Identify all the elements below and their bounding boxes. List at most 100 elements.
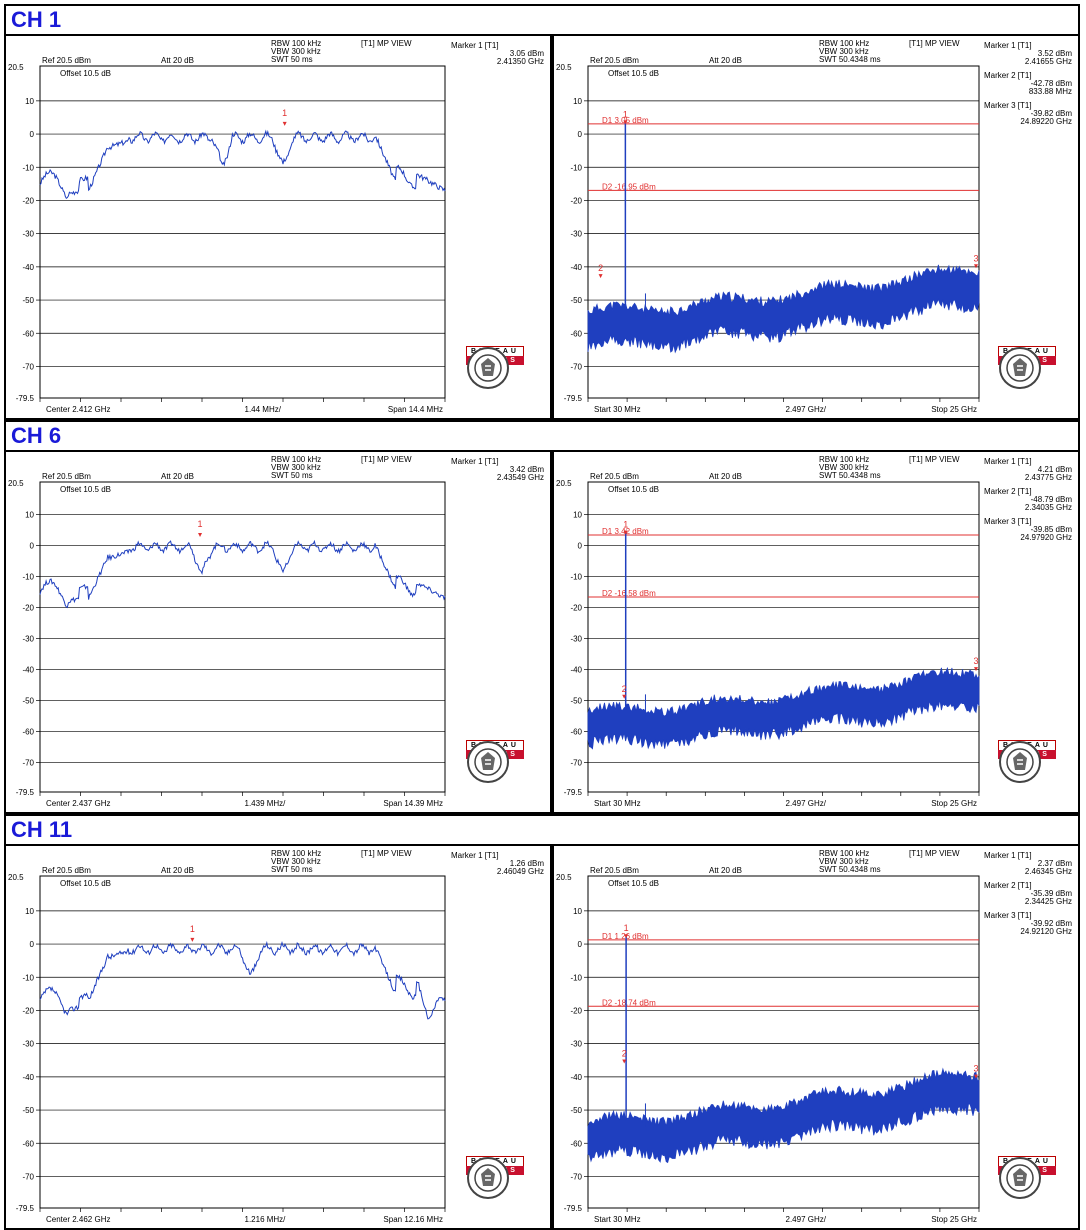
marker-value: -35.39 dBm: [1031, 889, 1073, 898]
offset-label: Offset 10.5 dB: [60, 879, 111, 888]
y-tick-label: -10: [570, 973, 582, 982]
marker-1-label: 1: [623, 519, 628, 529]
vbw-label: VBW 300 kHz: [271, 463, 321, 472]
marker-value: 2.41350 GHz: [497, 57, 544, 66]
marker-1-label: 1: [624, 923, 629, 933]
y-tick-label: -50: [22, 1106, 34, 1115]
vbw-label: VBW 300 kHz: [271, 857, 321, 866]
y-tick-label: -70: [570, 759, 582, 768]
swt-label: SWT 50 ms: [271, 865, 313, 874]
y-tick-label: -70: [570, 362, 582, 371]
y-tick-label: 10: [25, 511, 34, 520]
marker-header: Marker 3 [T1]: [984, 911, 1032, 920]
x-end-label: Stop 25 GHz: [931, 405, 977, 414]
y-tick-label: -60: [22, 329, 34, 338]
trace-mode-label: [T1] MP VIEW: [909, 455, 960, 464]
y-tick-label: -50: [570, 296, 582, 305]
rbw-label: RBW 100 kHz: [819, 849, 869, 858]
x-end-label: Stop 25 GHz: [931, 799, 977, 808]
ref-tick-label: 20.5: [556, 479, 572, 488]
attenuation-label: Att 20 dB: [709, 56, 742, 65]
y-tick-label: -79.5: [564, 1204, 583, 1213]
ref-level-label: Ref 20.5 dBm: [42, 472, 91, 481]
x-start-label: Start 30 MHz: [594, 1215, 641, 1224]
trace-mode-label: [T1] MP VIEW: [361, 39, 412, 48]
marker-value: 24.89220 GHz: [1020, 117, 1072, 126]
occupied-bandwidth-panel: RBW 100 kHz VBW 300 kHz SWT 50 ms [T1] MP V…: [4, 450, 552, 814]
x-start-label: Center 2.437 GHz: [46, 799, 110, 808]
marker-value: 2.46049 GHz: [497, 867, 544, 876]
marker-1-label: 1: [282, 108, 287, 118]
marker-value: 2.37 dBm: [1038, 859, 1073, 868]
bureau-veritas-seal-icon: [999, 741, 1041, 783]
marker-header: Marker 2 [T1]: [984, 487, 1032, 496]
x-end-label: Span 12.16 MHz: [383, 1215, 443, 1224]
marker-header: Marker 1 [T1]: [984, 457, 1032, 466]
trace-mode-label: [T1] MP VIEW: [361, 455, 412, 464]
offset-label: Offset 10.5 dB: [608, 485, 659, 494]
vbw-label: VBW 300 kHz: [819, 47, 869, 56]
marker-value: 24.97920 GHz: [1020, 533, 1072, 542]
channel-title: CH 1: [11, 7, 62, 32]
marker-value: 3.52 dBm: [1038, 49, 1073, 58]
y-tick-label: -20: [570, 604, 582, 613]
marker-2-label: 2: [598, 263, 603, 273]
trace-mode-label: [T1] MP VIEW: [909, 39, 960, 48]
marker-value: 3.05 dBm: [510, 49, 545, 58]
y-tick-label: -30: [570, 230, 582, 239]
channel-title: CH 11: [11, 817, 73, 842]
y-tick-label: 10: [25, 97, 34, 106]
bureau-veritas-logo: BUREAUVERITAS: [998, 346, 1056, 389]
marker-value: -39.92 dBm: [1031, 919, 1073, 928]
y-tick-label: -50: [570, 1106, 582, 1115]
marker-3-label: 3: [973, 656, 978, 666]
vbw-label: VBW 300 kHz: [819, 857, 869, 866]
y-tick-label: -30: [22, 230, 34, 239]
marker-value: 2.43549 GHz: [497, 473, 544, 482]
bureau-veritas-logo: BUREAUVERITAS: [466, 1156, 524, 1199]
y-tick-label: -20: [22, 604, 34, 613]
marker-header: Marker 3 [T1]: [984, 517, 1032, 526]
attenuation-label: Att 20 dB: [161, 866, 194, 875]
y-tick-label: -20: [570, 196, 582, 205]
marker-header: Marker 2 [T1]: [984, 881, 1032, 890]
marker-header: Marker 1 [T1]: [451, 41, 499, 50]
marker-1-label: 1: [623, 109, 628, 119]
y-tick-label: -79.5: [16, 788, 35, 797]
marker-header: Marker 3 [T1]: [984, 101, 1032, 110]
channel-header: CH 11: [4, 814, 1080, 844]
noise-floor-trace: [587, 264, 980, 354]
vbw-label: VBW 300 kHz: [271, 47, 321, 56]
y-tick-label: -79.5: [564, 788, 583, 797]
ref-tick-label: 20.5: [556, 873, 572, 882]
marker-3-label: 3: [973, 253, 978, 263]
x-start-label: Start 30 MHz: [594, 405, 641, 414]
marker-value: 2.43775 GHz: [1025, 473, 1072, 482]
x-start-label: Center 2.412 GHz: [46, 405, 110, 414]
ref-level-label: Ref 20.5 dBm: [590, 866, 639, 875]
rbw-label: RBW 100 kHz: [271, 849, 321, 858]
offset-label: Offset 10.5 dB: [608, 879, 659, 888]
y-tick-label: 10: [573, 511, 582, 520]
marker-value: 3.42 dBm: [510, 465, 545, 474]
attenuation-label: Att 20 dB: [709, 472, 742, 481]
y-tick-label: -50: [22, 296, 34, 305]
ref-tick-label: 20.5: [8, 479, 24, 488]
spectrum-trace: [39, 940, 446, 1020]
swt-label: SWT 50.4348 ms: [819, 865, 881, 874]
attenuation-label: Att 20 dB: [709, 866, 742, 875]
occupied-bandwidth-panel: RBW 100 kHz VBW 300 kHz SWT 50 ms [T1] MP V…: [4, 34, 552, 420]
spurious-emission-panel: RBW 100 kHz VBW 300 kHz SWT 50.4348 ms [T1]…: [552, 450, 1080, 814]
y-tick-label: 10: [25, 907, 34, 916]
x-div-label: 2.497 GHz/: [786, 405, 827, 414]
marker-2-symbol: [598, 274, 603, 279]
y-tick-label: -70: [22, 362, 34, 371]
y-tick-label: -40: [570, 1073, 582, 1082]
rbw-label: RBW 100 kHz: [271, 455, 321, 464]
marker-value: 2.41655 GHz: [1025, 57, 1072, 66]
channel-header: CH 6: [4, 420, 1080, 450]
bureau-veritas-seal-icon: [467, 347, 509, 389]
y-tick-label: -60: [22, 728, 34, 737]
marker-1-label: 1: [190, 924, 195, 934]
